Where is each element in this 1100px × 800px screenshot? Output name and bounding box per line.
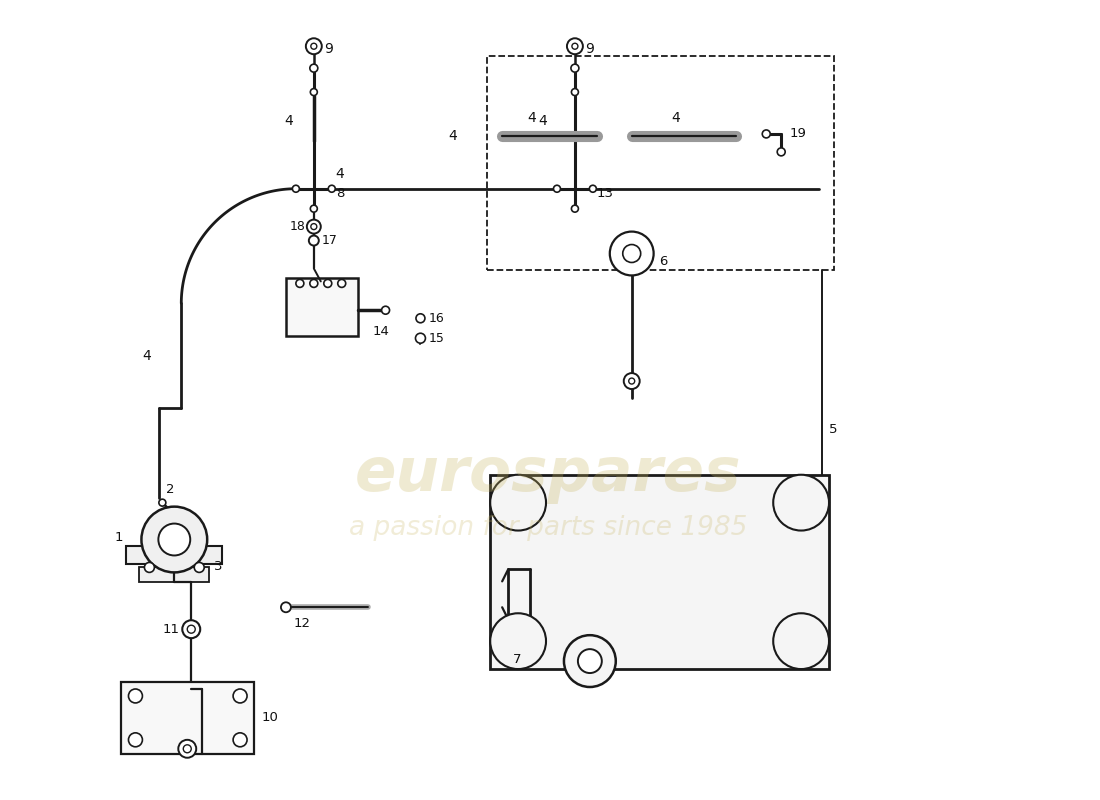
Text: 4: 4 — [538, 114, 547, 128]
Circle shape — [624, 373, 640, 389]
Text: 4: 4 — [449, 129, 458, 143]
Bar — [121, 682, 254, 754]
Text: 13: 13 — [597, 187, 614, 200]
Text: 7: 7 — [513, 653, 521, 666]
Text: 4: 4 — [672, 111, 680, 125]
Circle shape — [773, 474, 829, 530]
Text: 3: 3 — [214, 560, 222, 573]
Text: 18: 18 — [290, 220, 306, 233]
Circle shape — [629, 378, 635, 384]
Circle shape — [129, 733, 142, 746]
Circle shape — [491, 474, 546, 530]
Text: 6: 6 — [660, 255, 668, 268]
Circle shape — [233, 689, 248, 703]
Circle shape — [309, 235, 319, 246]
Text: 4: 4 — [284, 114, 293, 128]
Circle shape — [564, 635, 616, 687]
Text: 4: 4 — [336, 166, 344, 181]
Circle shape — [178, 740, 196, 758]
Bar — [126, 546, 222, 565]
Circle shape — [566, 38, 583, 54]
Circle shape — [310, 89, 317, 95]
Circle shape — [491, 614, 546, 669]
Text: 9: 9 — [323, 42, 332, 56]
Circle shape — [773, 614, 829, 669]
Circle shape — [623, 245, 640, 262]
Circle shape — [338, 279, 345, 287]
Circle shape — [183, 620, 200, 638]
Text: a passion for parts since 1985: a passion for parts since 1985 — [349, 514, 747, 541]
Text: 10: 10 — [262, 711, 279, 724]
Bar — [491, 474, 829, 669]
Text: 4: 4 — [143, 349, 152, 362]
Text: 2: 2 — [166, 483, 175, 496]
Circle shape — [572, 43, 578, 50]
Circle shape — [280, 602, 290, 612]
Circle shape — [311, 43, 317, 50]
Circle shape — [311, 224, 317, 230]
Bar — [286, 278, 358, 336]
Text: 14: 14 — [373, 325, 389, 338]
Text: 4: 4 — [527, 111, 536, 125]
Circle shape — [323, 279, 332, 287]
Text: 19: 19 — [789, 127, 806, 141]
Text: 12: 12 — [294, 617, 311, 630]
Bar — [140, 567, 209, 582]
Circle shape — [158, 523, 190, 555]
Circle shape — [307, 220, 321, 234]
Circle shape — [328, 186, 336, 192]
Circle shape — [233, 733, 248, 746]
Circle shape — [310, 279, 318, 287]
Circle shape — [382, 306, 389, 314]
Circle shape — [578, 649, 602, 673]
Circle shape — [142, 506, 207, 572]
Text: 8: 8 — [336, 187, 344, 200]
Circle shape — [187, 626, 195, 633]
Circle shape — [195, 562, 205, 572]
Text: 1: 1 — [114, 531, 123, 544]
Circle shape — [296, 279, 304, 287]
Circle shape — [778, 148, 785, 156]
Text: 5: 5 — [829, 423, 837, 436]
Text: 17: 17 — [322, 234, 338, 247]
Circle shape — [310, 64, 318, 72]
Circle shape — [310, 205, 317, 212]
Text: eurospares: eurospares — [355, 446, 741, 504]
Text: 16: 16 — [428, 312, 444, 325]
Circle shape — [416, 314, 425, 322]
Circle shape — [293, 186, 299, 192]
Circle shape — [590, 186, 596, 192]
Text: 11: 11 — [163, 622, 179, 636]
Circle shape — [158, 499, 166, 506]
Circle shape — [416, 334, 426, 343]
Circle shape — [609, 231, 653, 275]
Circle shape — [571, 205, 579, 212]
Bar — [487, 56, 834, 270]
Circle shape — [762, 130, 770, 138]
Text: 15: 15 — [428, 332, 444, 345]
Circle shape — [553, 186, 561, 192]
Circle shape — [571, 64, 579, 72]
Circle shape — [571, 89, 579, 95]
Circle shape — [184, 745, 191, 753]
Text: 9: 9 — [585, 42, 594, 56]
Circle shape — [144, 562, 154, 572]
Circle shape — [306, 38, 322, 54]
Circle shape — [129, 689, 142, 703]
